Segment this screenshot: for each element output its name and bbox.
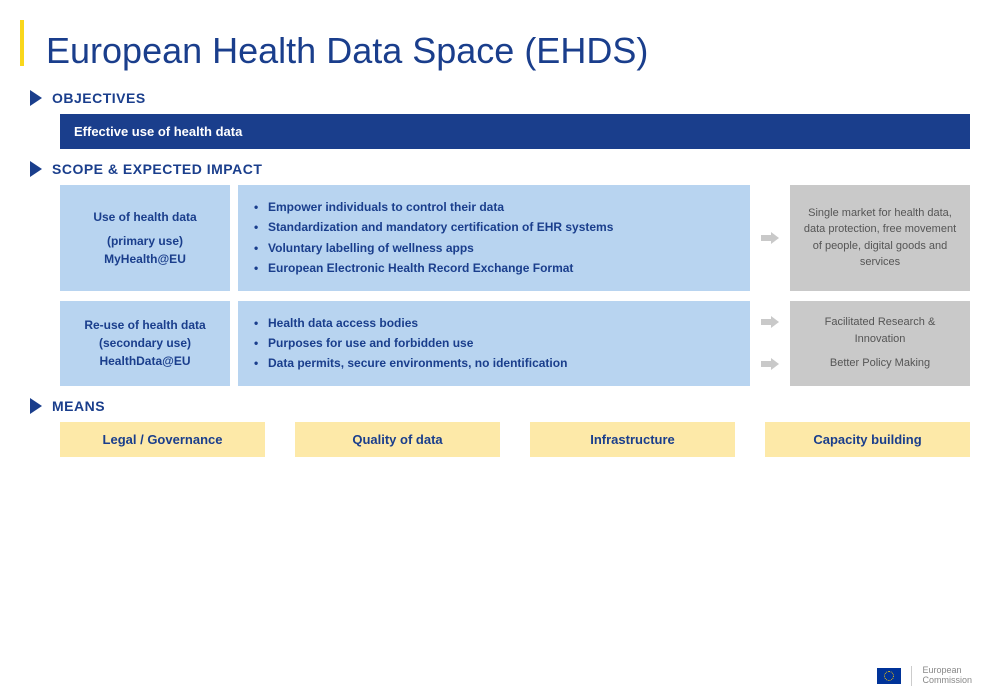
eu-flag-icon: [877, 668, 901, 684]
page-title: European Health Data Space (EHDS): [46, 30, 970, 72]
means-header: MEANS: [30, 398, 970, 414]
means-box-legal: Legal / Governance: [60, 422, 265, 457]
arrow-icon: [761, 358, 779, 370]
scope-bullet: Voluntary labelling of wellness apps: [254, 238, 734, 258]
section-objectives: OBJECTIVES Effective use of health data: [60, 90, 970, 149]
objectives-header: OBJECTIVES: [30, 90, 970, 106]
scope-left-title: Use of health data: [68, 208, 222, 226]
scope-left-title: Re-use of health data: [68, 316, 222, 334]
objectives-label: OBJECTIVES: [52, 90, 146, 106]
scope-bullet: Health data access bodies: [254, 313, 734, 333]
scope-outcome: Single market for health data, data prot…: [800, 205, 960, 271]
objectives-bar: Effective use of health data: [60, 114, 970, 149]
scope-mid-secondary: Health data access bodies Purposes for u…: [238, 301, 750, 386]
scope-row-secondary: Re-use of health data (secondary use) He…: [60, 301, 970, 386]
means-label: MEANS: [52, 398, 105, 414]
scope-right-primary: Single market for health data, data prot…: [790, 185, 970, 291]
scope-left-sub2: MyHealth@EU: [68, 250, 222, 268]
footer-logo: European Commission: [877, 666, 972, 686]
scope-bullet: Purposes for use and forbidden use: [254, 333, 734, 353]
title-accent-bar: [20, 20, 24, 66]
scope-left-primary: Use of health data (primary use) MyHealt…: [60, 185, 230, 291]
arrow-icon: [761, 316, 779, 328]
triangle-icon: [30, 161, 42, 177]
scope-left-sub1: (primary use): [68, 232, 222, 250]
scope-bullet: European Electronic Health Record Exchan…: [254, 258, 734, 278]
scope-row-primary: Use of health data (primary use) MyHealt…: [60, 185, 970, 291]
scope-left-sub1: (secondary use): [68, 334, 222, 352]
scope-outcome: Facilitated Research & Innovation: [800, 314, 960, 347]
scope-bullet: Standardization and mandatory certificat…: [254, 217, 734, 237]
footer-divider: [911, 666, 912, 686]
triangle-icon: [30, 90, 42, 106]
triangle-icon: [30, 398, 42, 414]
arrow-col-primary: [758, 185, 782, 291]
section-means: MEANS Legal / Governance Quality of data…: [60, 398, 970, 457]
scope-label: SCOPE & EXPECTED IMPACT: [52, 161, 262, 177]
scope-mid-primary: Empower individuals to control their dat…: [238, 185, 750, 291]
scope-bullet: Empower individuals to control their dat…: [254, 197, 734, 217]
scope-bullet: Data permits, secure environments, no id…: [254, 353, 734, 373]
scope-grid: Use of health data (primary use) MyHealt…: [60, 185, 970, 386]
means-box-infra: Infrastructure: [530, 422, 735, 457]
arrow-icon: [761, 232, 779, 244]
arrow-col-secondary: [758, 301, 782, 386]
means-box-quality: Quality of data: [295, 422, 500, 457]
scope-left-sub2: HealthData@EU: [68, 352, 222, 370]
scope-header: SCOPE & EXPECTED IMPACT: [30, 161, 970, 177]
means-row: Legal / Governance Quality of data Infra…: [60, 422, 970, 457]
section-scope: SCOPE & EXPECTED IMPACT Use of health da…: [60, 161, 970, 386]
footer-line2: Commission: [922, 676, 972, 686]
footer-text: European Commission: [922, 666, 972, 686]
scope-right-secondary: Facilitated Research & Innovation Better…: [790, 301, 970, 386]
means-box-capacity: Capacity building: [765, 422, 970, 457]
scope-left-secondary: Re-use of health data (secondary use) He…: [60, 301, 230, 386]
scope-outcome: Better Policy Making: [800, 355, 960, 372]
